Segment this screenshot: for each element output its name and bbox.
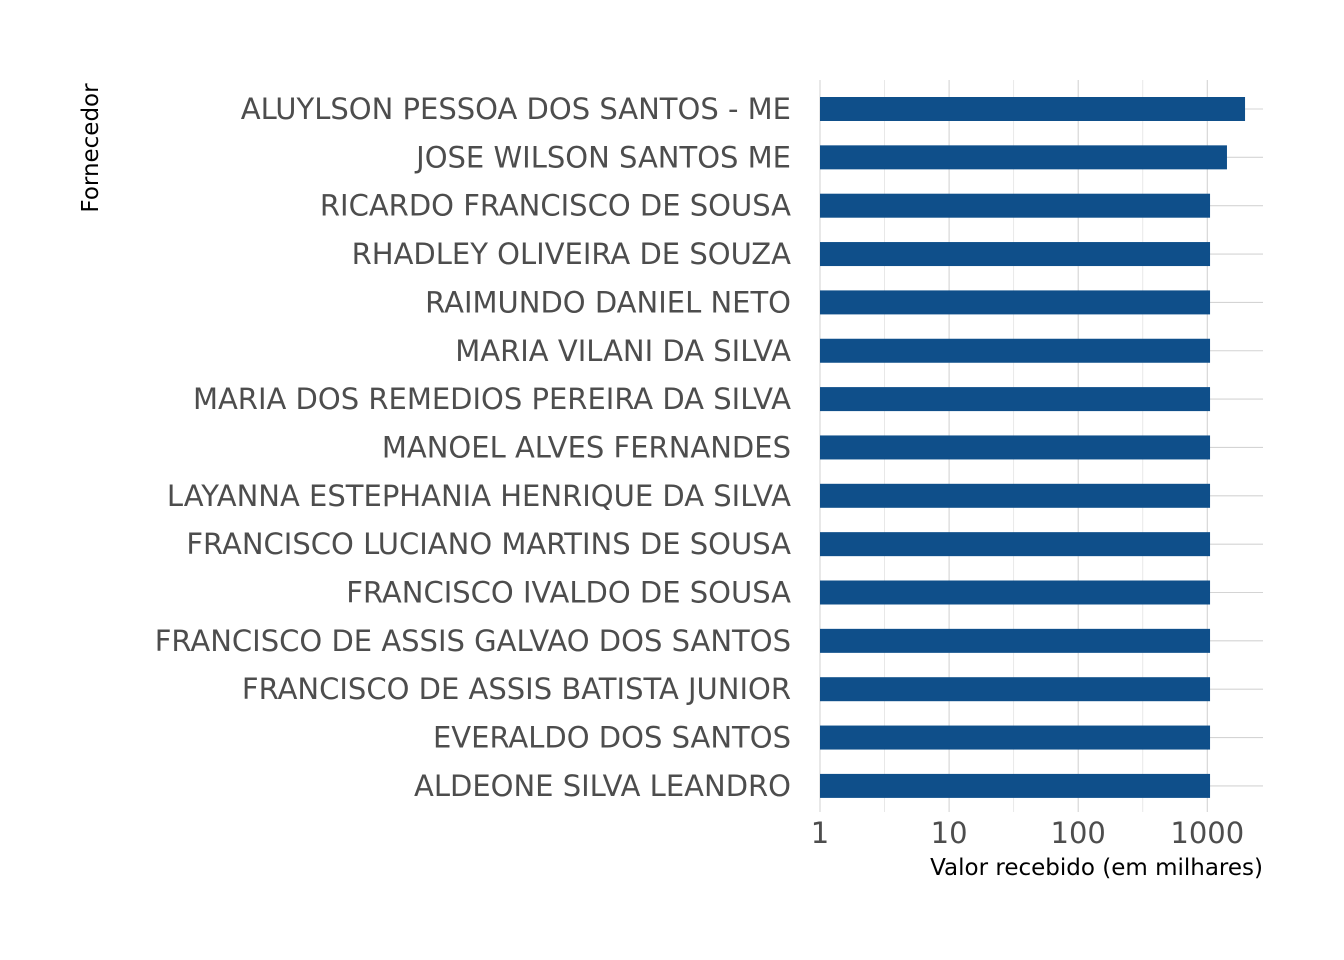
bar	[820, 97, 1246, 121]
bar	[820, 677, 1211, 702]
bar	[820, 483, 1211, 508]
bar	[820, 387, 1211, 412]
x-tick-label: 1	[811, 816, 829, 850]
x-tick-labels: 1 10 100 1000	[811, 816, 1244, 850]
category-label: FRANCISCO DE ASSIS GALVAO DOS SANTOS	[155, 624, 791, 658]
category-label: FRANCISCO DE ASSIS BATISTA JUNIOR	[242, 672, 791, 706]
category-label: MANOEL ALVES FERNANDES	[382, 430, 791, 464]
bar	[820, 242, 1211, 267]
bar	[820, 338, 1211, 363]
bar	[820, 580, 1211, 605]
category-label: FRANCISCO IVALDO DE SOUSA	[346, 576, 791, 610]
bar	[820, 290, 1211, 315]
bar	[820, 193, 1211, 218]
category-label: RAIMUNDO DANIEL NETO	[425, 285, 791, 319]
category-label: FRANCISCO LUCIANO MARTINS DE SOUSA	[186, 527, 791, 561]
x-axis-title: Valor recebido (em milhares)	[930, 855, 1263, 881]
category-label: EVERALDO DOS SANTOS	[433, 721, 791, 755]
bars	[820, 97, 1246, 798]
category-label: MARIA DOS REMEDIOS PEREIRA DA SILVA	[193, 382, 791, 416]
bar	[820, 532, 1211, 557]
bar	[820, 435, 1211, 460]
bar	[820, 145, 1227, 170]
x-tick-label: 10	[931, 816, 968, 850]
bar	[820, 725, 1211, 750]
category-label: ALUYLSON PESSOA DOS SANTOS - ME	[241, 92, 791, 126]
category-label: MARIA VILANI DA SILVA	[455, 334, 791, 368]
bar	[820, 628, 1211, 653]
category-label: ALDEONE SILVA LEANDRO	[414, 769, 791, 803]
x-tick-label: 1000	[1170, 816, 1244, 850]
category-label: LAYANNA ESTEPHANIA HENRIQUE DA SILVA	[167, 479, 791, 513]
x-tick-label: 100	[1051, 816, 1106, 850]
y-axis-title: Fornecedor	[78, 83, 104, 213]
category-label: RHADLEY OLIVEIRA DE SOUZA	[352, 237, 792, 271]
bar	[820, 773, 1211, 798]
category-label: JOSE WILSON SANTOS ME	[414, 140, 791, 174]
category-label: RICARDO FRANCISCO DE SOUSA	[320, 189, 791, 223]
category-labels: ALUYLSON PESSOA DOS SANTOS - ME JOSE WILS…	[155, 92, 791, 803]
